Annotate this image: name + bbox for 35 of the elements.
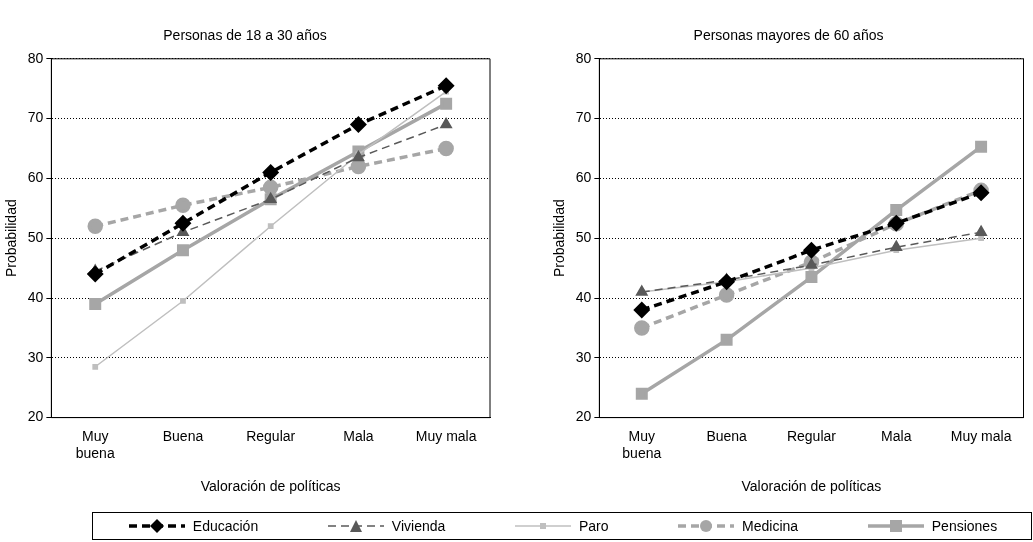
y-tick-label: 30 <box>575 348 592 365</box>
y-tick-label: 40 <box>27 288 44 305</box>
y-axis-title: Probabilidad <box>3 199 20 278</box>
x-axis-title: Valoración de políticas <box>200 478 341 495</box>
y-tick-label: 20 <box>27 408 44 425</box>
y-tick-label: 70 <box>27 109 44 126</box>
x-tick-label: Regular <box>786 427 837 444</box>
y-axis-title: Probabilidad <box>551 199 568 278</box>
x-tick-label: Buena <box>162 427 204 444</box>
y-tick-label: 60 <box>575 169 592 186</box>
legend-label: Pensiones <box>931 518 998 534</box>
x-tick-label: Muy mala <box>415 427 477 444</box>
y-tick-label: 50 <box>27 229 44 246</box>
y-tick-label: 40 <box>575 288 592 305</box>
y-tick-label: 60 <box>27 169 44 186</box>
x-axis-title: Valoración de políticas <box>741 478 882 495</box>
y-tick-label: 70 <box>575 109 592 126</box>
chart-title: Personas mayores de 60 años <box>693 27 884 44</box>
x-tick-label: Mala <box>343 427 374 444</box>
legend-label: Medicina <box>742 518 799 534</box>
legend-label: Vivienda <box>391 518 446 534</box>
x-tick-label: Mala <box>881 427 912 444</box>
y-tick-label: 80 <box>27 49 44 66</box>
y-tick-label: 80 <box>575 49 592 66</box>
x-tick-label: Muy buena <box>75 427 115 461</box>
y-tick-label: 50 <box>575 229 592 246</box>
legend-label: Educación <box>192 518 259 534</box>
x-tick-label: Muy mala <box>950 427 1012 444</box>
legend-label: Paro <box>578 518 609 534</box>
y-tick-label: 20 <box>575 408 592 425</box>
chart-title: Personas de 18 a 30 años <box>163 27 327 44</box>
x-tick-label: Regular <box>246 427 296 444</box>
x-tick-label: Buena <box>706 427 748 444</box>
x-tick-label: Muy buena <box>622 427 662 461</box>
y-tick-label: 30 <box>27 348 44 365</box>
